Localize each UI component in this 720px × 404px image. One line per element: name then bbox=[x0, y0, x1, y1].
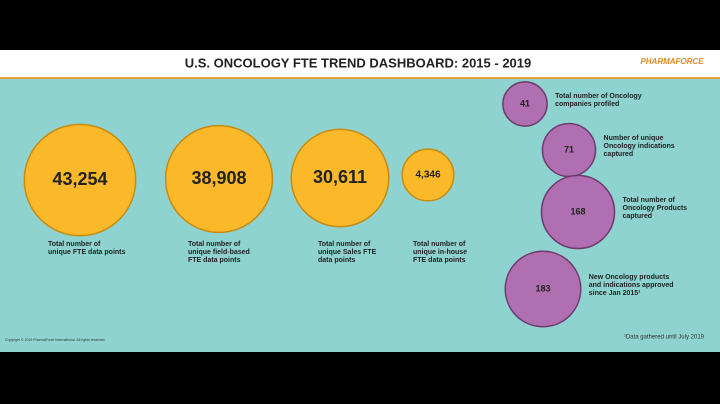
bubble-label: Total number of bbox=[413, 241, 466, 248]
bubble-label: Number of unique bbox=[604, 135, 664, 142]
count-bubble bbox=[540, 174, 616, 250]
bubble-label: Total number of bbox=[623, 197, 676, 204]
bubble-label: Oncology indications bbox=[604, 143, 675, 150]
bubble-label: Total number of bbox=[318, 241, 371, 248]
bubble-label: companies profiled bbox=[555, 101, 619, 108]
bubble-label: captured bbox=[604, 151, 634, 158]
bubble-value: 168 bbox=[570, 206, 585, 216]
bubble-label: unique field-based bbox=[188, 249, 250, 256]
bubble-label: FTE data points bbox=[188, 257, 241, 264]
bubble-label: unique Sales FTE bbox=[318, 249, 377, 256]
logo: PHARMAFORCE bbox=[640, 57, 704, 66]
bubble-value: 183 bbox=[535, 283, 550, 293]
bubble-value: 41 bbox=[520, 98, 530, 108]
copyright: Copyright © 2019 PharmaForce Internation… bbox=[5, 338, 105, 342]
bubble-label: captured bbox=[623, 213, 653, 220]
fte-bubble bbox=[401, 148, 455, 202]
bubble-value: 4,346 bbox=[415, 170, 440, 181]
bubble-label: since Jan 2015¹ bbox=[589, 290, 641, 297]
bubble-label: and indications approved bbox=[589, 282, 674, 289]
bubble-label: unique FTE data points bbox=[48, 249, 125, 256]
footnote: ¹Data gathered until July 2019 bbox=[624, 335, 705, 341]
bubble-label: Oncology Products bbox=[623, 205, 688, 212]
bubble-label: New Oncology products bbox=[589, 274, 670, 281]
fte-bubble bbox=[290, 128, 390, 228]
bubble-label: Total number of bbox=[188, 241, 241, 248]
bubble-value: 71 bbox=[564, 144, 574, 154]
bubble-value: 30,611 bbox=[313, 167, 367, 187]
count-bubble bbox=[504, 250, 582, 328]
title-bar bbox=[0, 50, 720, 77]
bubble-label: data points bbox=[318, 257, 355, 264]
fte-bubble bbox=[23, 123, 137, 237]
bubble-value: 38,908 bbox=[191, 168, 246, 188]
count-bubble bbox=[502, 81, 548, 127]
bubble-label: FTE data points bbox=[413, 257, 466, 264]
title-rule bbox=[0, 77, 720, 79]
bubble-label: unique in-house bbox=[413, 249, 467, 256]
bubble-label: Total number of bbox=[48, 241, 101, 248]
bubble-label: Total number of Oncology bbox=[555, 93, 642, 100]
title: U.S. ONCOLOGY FTE TREND DASHBOARD: 2015 … bbox=[185, 55, 532, 70]
bubble-value: 43,254 bbox=[52, 169, 107, 189]
fte-bubble bbox=[164, 124, 274, 234]
